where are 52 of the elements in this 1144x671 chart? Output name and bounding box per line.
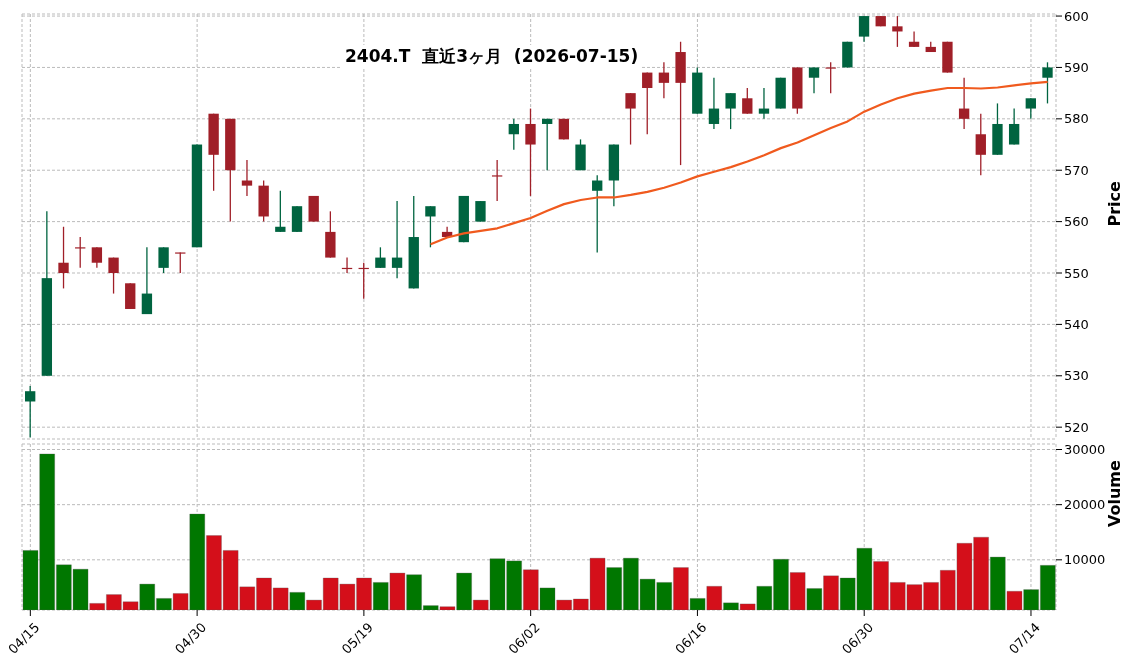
y-tick-label: 10000 <box>1064 552 1106 568</box>
y-tick-label: 530 <box>1064 368 1089 384</box>
y-tick-label: 600 <box>1064 8 1089 24</box>
candlestick <box>391 200 403 279</box>
candlestick <box>958 77 970 130</box>
candlestick <box>725 92 736 130</box>
candlestick <box>108 256 119 295</box>
candlestick <box>491 159 503 202</box>
candlestick <box>475 200 486 223</box>
y-tick-label: 520 <box>1064 419 1089 435</box>
candlestick <box>542 118 553 171</box>
candlestick <box>808 66 820 94</box>
y-axis-title: Volume <box>1104 459 1124 527</box>
line-series <box>429 80 1049 246</box>
candlestick <box>425 205 436 248</box>
candlestick <box>1042 61 1053 105</box>
y-axis-title: Price <box>1104 180 1124 227</box>
candlestick <box>742 87 753 115</box>
candlestick <box>592 174 603 254</box>
y-tick-label: 560 <box>1064 214 1089 230</box>
candlestick <box>375 246 386 269</box>
y-tick-label: 580 <box>1064 111 1089 127</box>
candlestick <box>175 251 186 274</box>
y-tick-label: 570 <box>1064 162 1089 178</box>
candlestick <box>275 190 286 233</box>
text: 2404.T 直近3ヶ月 (2026-07-15) <box>342 45 642 68</box>
y-tick-label: 20000 <box>1064 497 1106 513</box>
candlestick <box>58 226 69 290</box>
candlestick <box>708 77 720 130</box>
candlestick <box>1008 107 1020 146</box>
candlestick <box>508 118 519 151</box>
candlestick <box>892 15 903 48</box>
candlestick <box>25 385 36 439</box>
candlestick <box>642 71 653 135</box>
y-tick-label: 590 <box>1064 60 1089 76</box>
candlestick <box>658 61 670 99</box>
candlestick <box>241 159 253 197</box>
candlestick <box>858 15 870 43</box>
candlestick <box>908 30 920 48</box>
candlestick <box>141 246 153 315</box>
y-tick-label: 30000 <box>1064 442 1106 458</box>
candlestick <box>158 246 169 274</box>
candlestick <box>75 236 86 269</box>
candlestick <box>825 61 836 94</box>
candlestick <box>975 113 986 177</box>
candlestick <box>758 87 770 120</box>
y-tick-label: 540 <box>1064 317 1089 333</box>
y-tick-label: 550 <box>1064 265 1089 281</box>
candlestick <box>625 92 636 146</box>
candlestick <box>1025 97 1036 120</box>
candlestick <box>525 107 536 197</box>
candlestick <box>91 246 103 269</box>
